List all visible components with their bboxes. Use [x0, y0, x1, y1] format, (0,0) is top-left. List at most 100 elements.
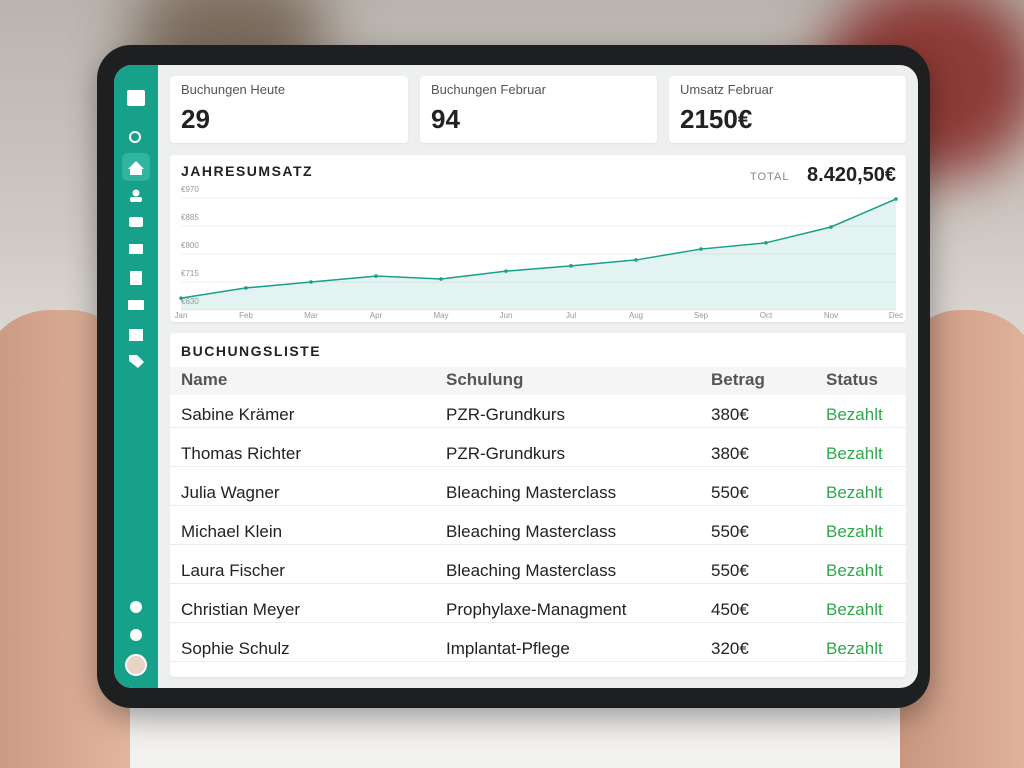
- point: [244, 286, 248, 290]
- point: [179, 296, 183, 300]
- row-divider: [170, 544, 906, 545]
- table-cell: 380€: [711, 405, 749, 424]
- table-cell: 380€: [711, 444, 749, 463]
- row-divider: [170, 622, 906, 623]
- point: [309, 280, 313, 284]
- point: [829, 225, 833, 229]
- total-value: 8.420,50€: [807, 164, 896, 186]
- tag-icon[interactable]: [129, 355, 144, 368]
- total-label: TOTAL: [750, 171, 790, 183]
- column-header: Name: [181, 370, 228, 389]
- chart-title: JAHRESUMSATZ: [181, 163, 314, 179]
- table-cell: Prophylaxe-Managment: [446, 600, 627, 619]
- x-tick-label: Oct: [760, 311, 773, 320]
- table-cell: Laura Fischer: [181, 561, 285, 580]
- table-cell: Julia Wagner: [181, 483, 280, 502]
- table-cell: 550€: [711, 522, 749, 541]
- row-divider: [170, 466, 906, 467]
- table-cell: Sophie Schulz: [181, 639, 290, 658]
- point: [699, 247, 703, 251]
- table-cell: Michael Klein: [181, 522, 283, 541]
- table-cell: Bezahlt: [826, 639, 883, 658]
- column-header: Schulung: [446, 370, 524, 389]
- y-tick-label: €970: [181, 185, 199, 194]
- row-divider: [170, 661, 906, 662]
- row-divider: [170, 505, 906, 506]
- table-cell: PZR-Grundkurs: [446, 444, 566, 463]
- y-tick-label: €800: [181, 241, 199, 250]
- user-icon[interactable]: [132, 189, 140, 197]
- x-tick-label: Mar: [304, 311, 318, 320]
- home-icon[interactable]: [128, 161, 144, 175]
- stat-value: 94: [431, 104, 460, 134]
- table-cell: Bleaching Masterclass: [446, 483, 617, 502]
- search-icon[interactable]: [129, 131, 141, 143]
- x-tick-label: Apr: [370, 311, 383, 320]
- x-tick-label: Jun: [500, 311, 513, 320]
- table-cell: Bezahlt: [826, 600, 883, 619]
- ticket-icon[interactable]: [129, 217, 143, 227]
- table-cell: Implantat-Pflege: [446, 639, 570, 658]
- line-chart: €970 €885 €800 €715 €630 Jan Feb Mar Apr May Jun Ju…: [175, 185, 904, 320]
- stat-card: Umsatz Februar 2150€: [669, 76, 906, 143]
- table-cell: 320€: [711, 639, 749, 658]
- table-cell: 450€: [711, 600, 749, 619]
- y-tick-label: €630: [181, 297, 199, 306]
- stat-card: Buchungen Heute 29: [170, 76, 408, 143]
- table-cell: 550€: [711, 483, 749, 502]
- logo: [127, 90, 145, 106]
- table-cell: Thomas Richter: [181, 444, 301, 463]
- x-tick-label: Jul: [566, 311, 576, 320]
- table-cell: PZR-Grundkurs: [446, 405, 566, 424]
- table-header: [170, 367, 906, 395]
- stat-label: Buchungen Heute: [181, 82, 286, 97]
- stat-value: 29: [181, 104, 210, 134]
- x-tick-label: Dec: [889, 311, 903, 320]
- mail-icon[interactable]: [129, 244, 143, 254]
- point: [569, 264, 573, 268]
- area: [181, 198, 896, 310]
- row-divider: [170, 427, 906, 428]
- avatar[interactable]: [125, 654, 147, 676]
- stat-card: Buchungen Februar 94: [420, 76, 657, 143]
- x-tick-label: Aug: [629, 311, 643, 320]
- line: [180, 198, 897, 299]
- money-icon[interactable]: [128, 300, 144, 310]
- x-tick-label: Nov: [824, 311, 838, 320]
- table-cell: Bezahlt: [826, 561, 883, 580]
- table-cell: Christian Meyer: [181, 600, 301, 619]
- point: [374, 274, 378, 278]
- point: [439, 277, 443, 281]
- help-icon[interactable]: [130, 629, 142, 641]
- booking-table: BUCHUNGSLISTE Name Schulung Betrag Status Sa…: [170, 333, 906, 677]
- settings-icon[interactable]: [130, 601, 142, 613]
- chart-card: JAHRESUMSATZ TOTAL 8.420,50€ €970 €885 €80…: [170, 155, 906, 322]
- y-tick-label: €715: [181, 269, 199, 278]
- table-cell: Bleaching Masterclass: [446, 522, 617, 541]
- table-cell: Sabine Krämer: [181, 405, 295, 424]
- bank-icon[interactable]: [129, 329, 143, 341]
- stat-label: Umsatz Februar: [680, 82, 774, 97]
- user-icon[interactable]: [130, 197, 142, 202]
- y-tick-label: €885: [181, 213, 199, 222]
- column-header: Status: [826, 370, 878, 389]
- point: [894, 197, 898, 201]
- table-cell: Bleaching Masterclass: [446, 561, 617, 580]
- table-title: BUCHUNGSLISTE: [181, 343, 322, 359]
- column-header: Betrag: [711, 370, 765, 389]
- x-tick-label: Jan: [175, 311, 188, 320]
- stat-label: Buchungen Februar: [431, 82, 546, 97]
- point: [634, 258, 638, 262]
- screen: Buchungen Heute 29 Buchungen Februar 94 …: [114, 65, 918, 688]
- row-divider: [170, 583, 906, 584]
- x-tick-label: Feb: [239, 311, 253, 320]
- stat-value: 2150€: [680, 104, 753, 134]
- table-cell: Bezahlt: [826, 522, 883, 541]
- table-cell: Bezahlt: [826, 483, 883, 502]
- point: [504, 269, 508, 273]
- invoice-icon[interactable]: [130, 271, 142, 285]
- x-tick-label: May: [433, 311, 448, 320]
- point: [764, 241, 768, 245]
- table-cell: Bezahlt: [826, 405, 883, 424]
